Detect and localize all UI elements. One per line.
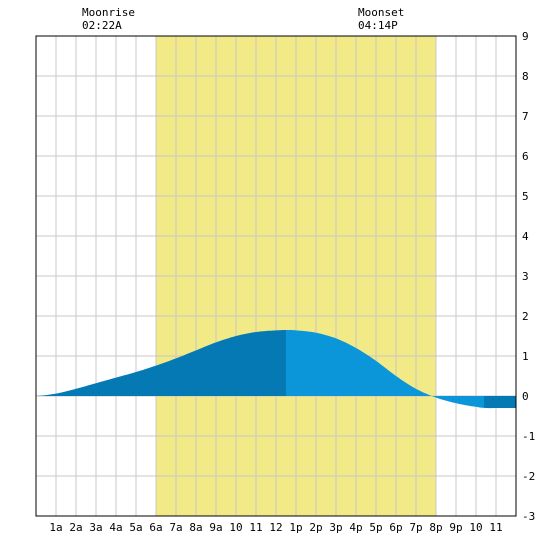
x-tick-label: 7p xyxy=(409,521,422,534)
x-tick-label: 11 xyxy=(489,521,502,534)
x-tick-label: 4p xyxy=(349,521,362,534)
x-tick-label: 5p xyxy=(369,521,382,534)
y-tick-label: 5 xyxy=(522,190,529,203)
x-tick-label: 8a xyxy=(189,521,202,534)
x-tick-label: 10 xyxy=(229,521,242,534)
x-tick-label: 12 xyxy=(269,521,282,534)
x-tick-label: 2p xyxy=(309,521,322,534)
tide-area-low xyxy=(484,396,516,409)
x-tick-label: 9p xyxy=(449,521,462,534)
moonrise-label: Moonrise xyxy=(82,6,135,19)
x-tick-label: 4a xyxy=(109,521,122,534)
y-tick-label: 3 xyxy=(522,270,529,283)
y-tick-label: -2 xyxy=(522,470,535,483)
y-tick-label: 0 xyxy=(522,390,529,403)
x-tick-label: 5a xyxy=(129,521,142,534)
x-tick-label: 10 xyxy=(469,521,482,534)
x-tick-label: 1p xyxy=(289,521,302,534)
y-tick-label: 1 xyxy=(522,350,529,363)
x-tick-label: 1a xyxy=(49,521,62,534)
x-tick-label: 9a xyxy=(209,521,222,534)
x-tick-label: 3a xyxy=(89,521,102,534)
y-tick-label: 9 xyxy=(522,30,529,43)
moonset-time: 04:14P xyxy=(358,19,398,32)
y-tick-label: 6 xyxy=(522,150,529,163)
plot-frame xyxy=(35,35,517,517)
x-tick-label: 6p xyxy=(389,521,402,534)
y-tick-label: 4 xyxy=(522,230,529,243)
x-tick-label: 7a xyxy=(169,521,182,534)
moonrise-time: 02:22A xyxy=(82,19,122,32)
x-tick-label: 8p xyxy=(429,521,442,534)
y-tick-label: 7 xyxy=(522,110,529,123)
y-tick-label: -1 xyxy=(522,430,535,443)
x-tick-label: 3p xyxy=(329,521,342,534)
moonset-label: Moonset xyxy=(358,6,404,19)
x-tick-label: 2a xyxy=(69,521,82,534)
tide-area-falling xyxy=(286,330,484,408)
x-tick-label: 11 xyxy=(249,521,262,534)
tide-area-rising-night xyxy=(36,330,286,396)
x-tick-label: 6a xyxy=(149,521,162,534)
y-tick-label: 8 xyxy=(522,70,529,83)
y-tick-label: -3 xyxy=(522,510,535,523)
y-tick-label: 2 xyxy=(522,310,529,323)
